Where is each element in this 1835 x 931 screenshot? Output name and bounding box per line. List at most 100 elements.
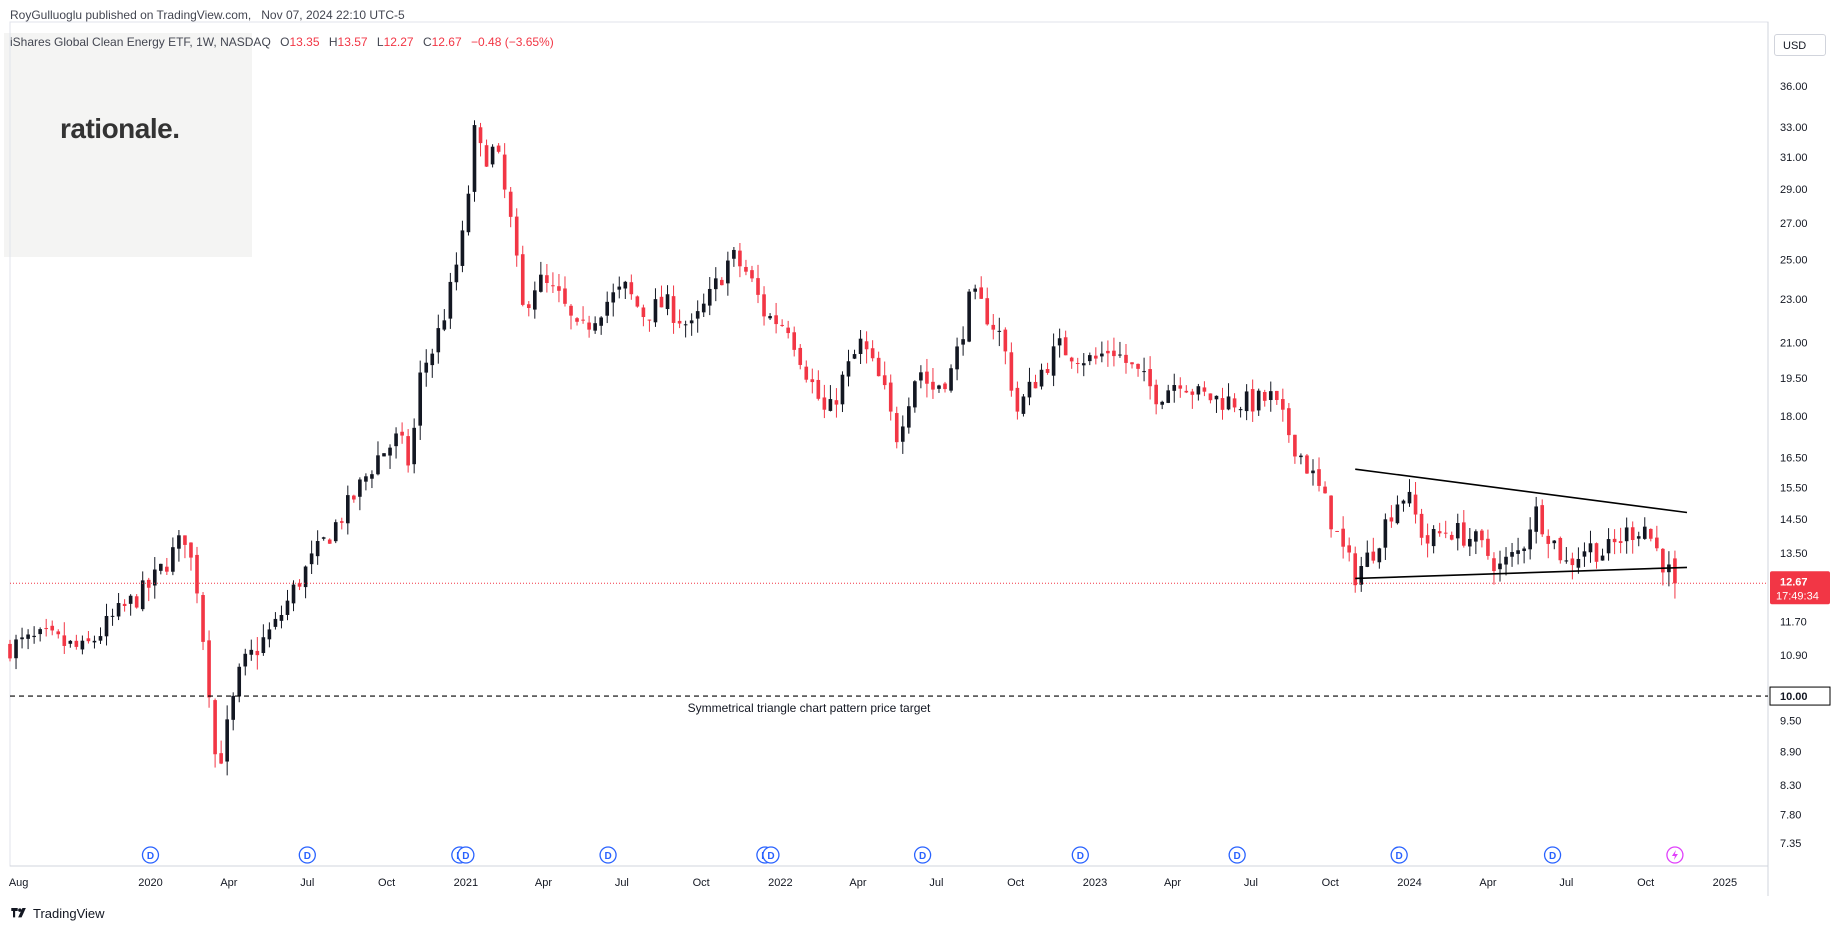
- candle-body: [900, 426, 905, 442]
- close-value: 12.67: [431, 35, 462, 49]
- x-tick-label: Jul: [929, 877, 943, 889]
- dividend-marker[interactable]: [1390, 846, 1408, 864]
- trendline-upper[interactable]: [1355, 468, 1688, 514]
- candle-body: [1655, 537, 1659, 549]
- dividend-marker[interactable]: [599, 846, 617, 864]
- candle-body: [1075, 362, 1080, 364]
- candle-body: [1347, 545, 1351, 553]
- candles: [8, 120, 1677, 776]
- candle-body: [925, 371, 929, 384]
- candle-body: [38, 629, 42, 635]
- y-tick-label: 33.00: [1780, 122, 1808, 134]
- y-tick-label: 23.00: [1780, 294, 1808, 306]
- candle-body: [834, 400, 839, 405]
- candle-body: [635, 296, 640, 307]
- candle-body: [183, 535, 187, 545]
- candle-body: [1238, 409, 1243, 411]
- x-tick-label: Oct: [378, 877, 395, 889]
- price-target-axis-badge: [1769, 686, 1831, 706]
- candle-body: [382, 453, 386, 457]
- candle-body: [80, 640, 85, 650]
- candle-body: [1154, 384, 1158, 405]
- candle-body: [255, 650, 260, 656]
- candle-body: [943, 383, 947, 390]
- dividend-marker[interactable]: [1071, 846, 1089, 864]
- candle-body: [1094, 355, 1098, 359]
- trendline-lower[interactable]: [1355, 566, 1688, 580]
- dividend-marker[interactable]: [141, 846, 160, 864]
- candle-body: [671, 296, 676, 323]
- candle-body: [810, 379, 815, 383]
- candle-body: [249, 649, 254, 655]
- dividend-marker[interactable]: [1228, 846, 1246, 864]
- candle-body: [563, 288, 567, 304]
- candle-body: [1419, 513, 1424, 538]
- candle-body: [406, 436, 410, 466]
- x-tick-label: Jul: [1244, 877, 1258, 889]
- open-value: 13.35: [289, 35, 320, 49]
- dividend-marker-glyph: D: [1077, 851, 1084, 862]
- y-tick-label: 19.50: [1780, 373, 1808, 385]
- candle-body: [1389, 517, 1394, 522]
- candle-body: [207, 640, 211, 698]
- dividend-marker[interactable]: [762, 846, 780, 864]
- dividend-marker-glyph: D: [462, 851, 469, 862]
- footer-brand[interactable]: TradingView: [10, 906, 105, 921]
- candle-body: [448, 281, 453, 319]
- candle-body: [1528, 529, 1532, 550]
- currency-button[interactable]: USD: [1774, 34, 1826, 56]
- y-tick-label: 11.70: [1780, 616, 1807, 628]
- y-tick-label: 27.00: [1780, 218, 1808, 230]
- candle-body: [732, 249, 736, 259]
- candle-body: [158, 563, 163, 571]
- candle-body: [695, 311, 700, 319]
- candle-body: [165, 566, 169, 572]
- candle-body: [701, 303, 706, 313]
- candle-body: [1148, 369, 1152, 387]
- candle-body: [339, 521, 344, 523]
- candle-body: [98, 636, 103, 641]
- candle-body: [134, 596, 139, 608]
- candle-body: [1606, 539, 1611, 554]
- candle-body: [774, 315, 778, 325]
- candle-body: [864, 341, 869, 350]
- x-tick-label: Jul: [300, 877, 314, 889]
- candle-body: [726, 260, 730, 284]
- candle-body: [804, 366, 809, 380]
- candle-body: [888, 382, 893, 412]
- candle-body: [1449, 534, 1454, 540]
- candle-body: [56, 631, 61, 635]
- candle-body: [1232, 398, 1237, 408]
- candle-body: [1437, 531, 1442, 534]
- x-tick-label: 2020: [138, 877, 162, 889]
- candle-body: [388, 447, 392, 456]
- candle-body: [225, 719, 229, 762]
- dividend-marker[interactable]: [298, 846, 316, 864]
- candle-body: [780, 324, 784, 326]
- dividend-marker-glyph: D: [1549, 851, 1556, 862]
- dividend-marker-glyph: D: [604, 851, 611, 862]
- candle-body: [273, 618, 278, 627]
- last-price-badge: [1770, 571, 1830, 605]
- candle-body: [279, 614, 284, 621]
- candle-body: [840, 374, 845, 405]
- dividend-marker[interactable]: [457, 846, 475, 864]
- candle-body: [1510, 552, 1514, 557]
- candle-body: [997, 330, 1002, 332]
- candle-body: [545, 275, 549, 284]
- candle-body: [1618, 541, 1623, 544]
- candle-body: [74, 640, 79, 647]
- candle-body: [689, 320, 694, 324]
- candle-body: [852, 354, 857, 359]
- candle-body: [62, 635, 67, 646]
- publish-timestamp: Nov 07, 2024 22:10 UTC-5: [261, 8, 405, 22]
- candle-body: [394, 433, 398, 447]
- x-tick-label: 2025: [1713, 877, 1737, 889]
- dividend-marker[interactable]: [913, 846, 932, 864]
- candle-body: [1166, 390, 1171, 403]
- change-value: −0.48 (−3.65%): [471, 35, 554, 49]
- dividend-marker[interactable]: [1543, 846, 1562, 864]
- candle-body: [285, 600, 290, 615]
- candle-body: [1027, 381, 1032, 398]
